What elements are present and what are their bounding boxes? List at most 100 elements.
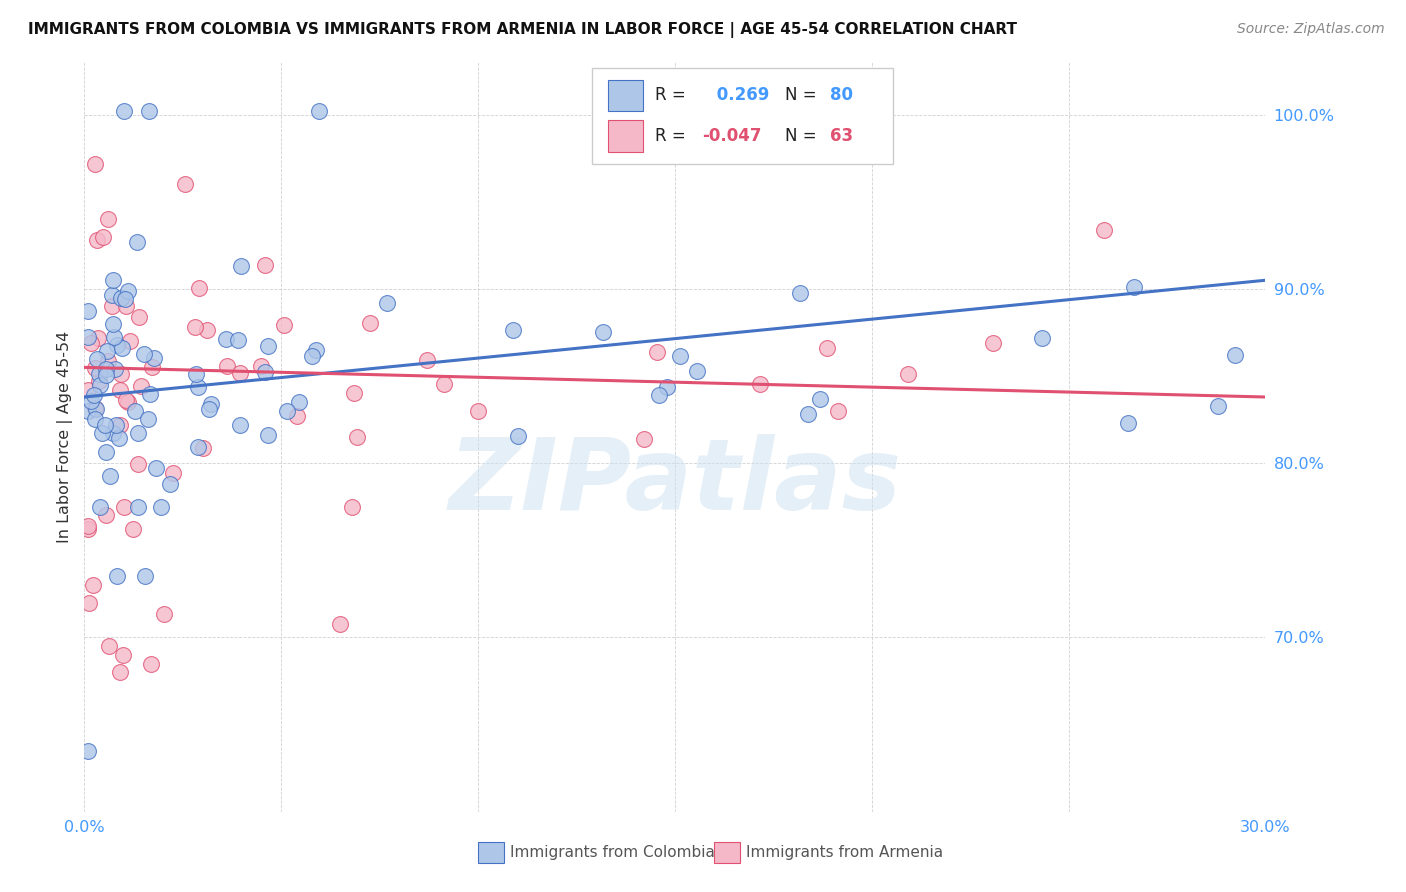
Point	[308, 104, 330, 119]
FancyBboxPatch shape	[607, 120, 643, 152]
Point	[111, 342, 134, 356]
Point	[138, 104, 160, 119]
Point	[897, 368, 920, 382]
Point	[112, 648, 135, 662]
FancyBboxPatch shape	[592, 68, 893, 163]
Point	[141, 657, 163, 671]
Point	[105, 418, 128, 433]
Point	[98, 469, 121, 483]
Point	[797, 407, 820, 421]
Point	[122, 523, 145, 537]
Point	[195, 323, 218, 337]
Point	[329, 616, 352, 631]
Text: IMMIGRANTS FROM COLOMBIA VS IMMIGRANTS FROM ARMENIA IN LABOR FORCE | AGE 45-54 C: IMMIGRANTS FROM COLOMBIA VS IMMIGRANTS F…	[28, 22, 1017, 38]
Point	[89, 378, 111, 392]
Point	[1123, 280, 1146, 294]
Point	[150, 500, 173, 515]
FancyBboxPatch shape	[607, 79, 643, 111]
Point	[184, 320, 207, 334]
Point	[77, 518, 100, 533]
Point	[187, 440, 209, 454]
Point	[375, 296, 398, 310]
Point	[112, 500, 135, 514]
Point	[84, 361, 107, 376]
Point	[127, 500, 149, 514]
Point	[77, 596, 100, 610]
Point	[108, 665, 131, 680]
FancyBboxPatch shape	[478, 842, 503, 863]
Point	[343, 385, 366, 400]
Point	[87, 374, 110, 388]
Point	[1206, 399, 1229, 413]
Point	[827, 403, 849, 417]
Point	[193, 441, 215, 455]
Point	[115, 393, 138, 408]
Point	[105, 569, 128, 583]
Point	[125, 235, 148, 250]
Point	[433, 377, 456, 392]
Point	[226, 333, 249, 347]
Point	[129, 379, 152, 393]
Point	[592, 325, 614, 339]
Point	[77, 523, 100, 537]
Point	[416, 353, 439, 368]
Point	[253, 365, 276, 379]
Point	[808, 392, 831, 406]
Point	[101, 299, 124, 313]
Point	[467, 404, 489, 418]
Point	[187, 379, 209, 393]
Point	[114, 300, 136, 314]
Point	[231, 259, 253, 273]
Point	[655, 379, 678, 393]
Point	[96, 368, 118, 382]
Point	[346, 430, 368, 444]
Point	[79, 335, 101, 350]
Point	[127, 457, 149, 471]
Point	[136, 412, 159, 426]
Point	[669, 349, 692, 363]
Point	[96, 354, 118, 368]
Text: 0.269: 0.269	[711, 87, 770, 104]
Point	[89, 500, 111, 514]
Point	[77, 383, 100, 397]
Point	[101, 273, 124, 287]
Point	[141, 359, 163, 374]
Point	[229, 366, 252, 380]
Point	[1116, 416, 1139, 430]
Point	[256, 428, 278, 442]
Point	[502, 323, 524, 337]
Point	[84, 401, 107, 415]
Point	[108, 384, 131, 398]
Point	[103, 317, 125, 331]
Point	[789, 286, 811, 301]
Point	[340, 500, 363, 514]
Point	[981, 336, 1004, 351]
Point	[86, 233, 108, 247]
Text: R =: R =	[655, 87, 686, 104]
Text: 63: 63	[830, 127, 852, 145]
Point	[134, 569, 156, 583]
Point	[96, 344, 118, 359]
Point	[83, 156, 105, 170]
Point	[145, 461, 167, 475]
Point	[105, 338, 128, 352]
Point	[97, 212, 120, 227]
Text: N =: N =	[785, 87, 817, 104]
Point	[91, 425, 114, 440]
Point	[257, 339, 280, 353]
Text: Immigrants from Armenia: Immigrants from Armenia	[745, 846, 943, 861]
Point	[188, 281, 211, 295]
Point	[118, 334, 141, 348]
Point	[1031, 330, 1053, 344]
Point	[104, 362, 127, 376]
Point	[301, 349, 323, 363]
Point	[84, 411, 107, 425]
Point	[86, 331, 108, 345]
Point	[128, 310, 150, 324]
Point	[162, 466, 184, 480]
Point	[304, 343, 326, 358]
Point	[686, 363, 709, 377]
Point	[142, 351, 165, 365]
Point	[77, 303, 100, 318]
Point	[159, 477, 181, 491]
